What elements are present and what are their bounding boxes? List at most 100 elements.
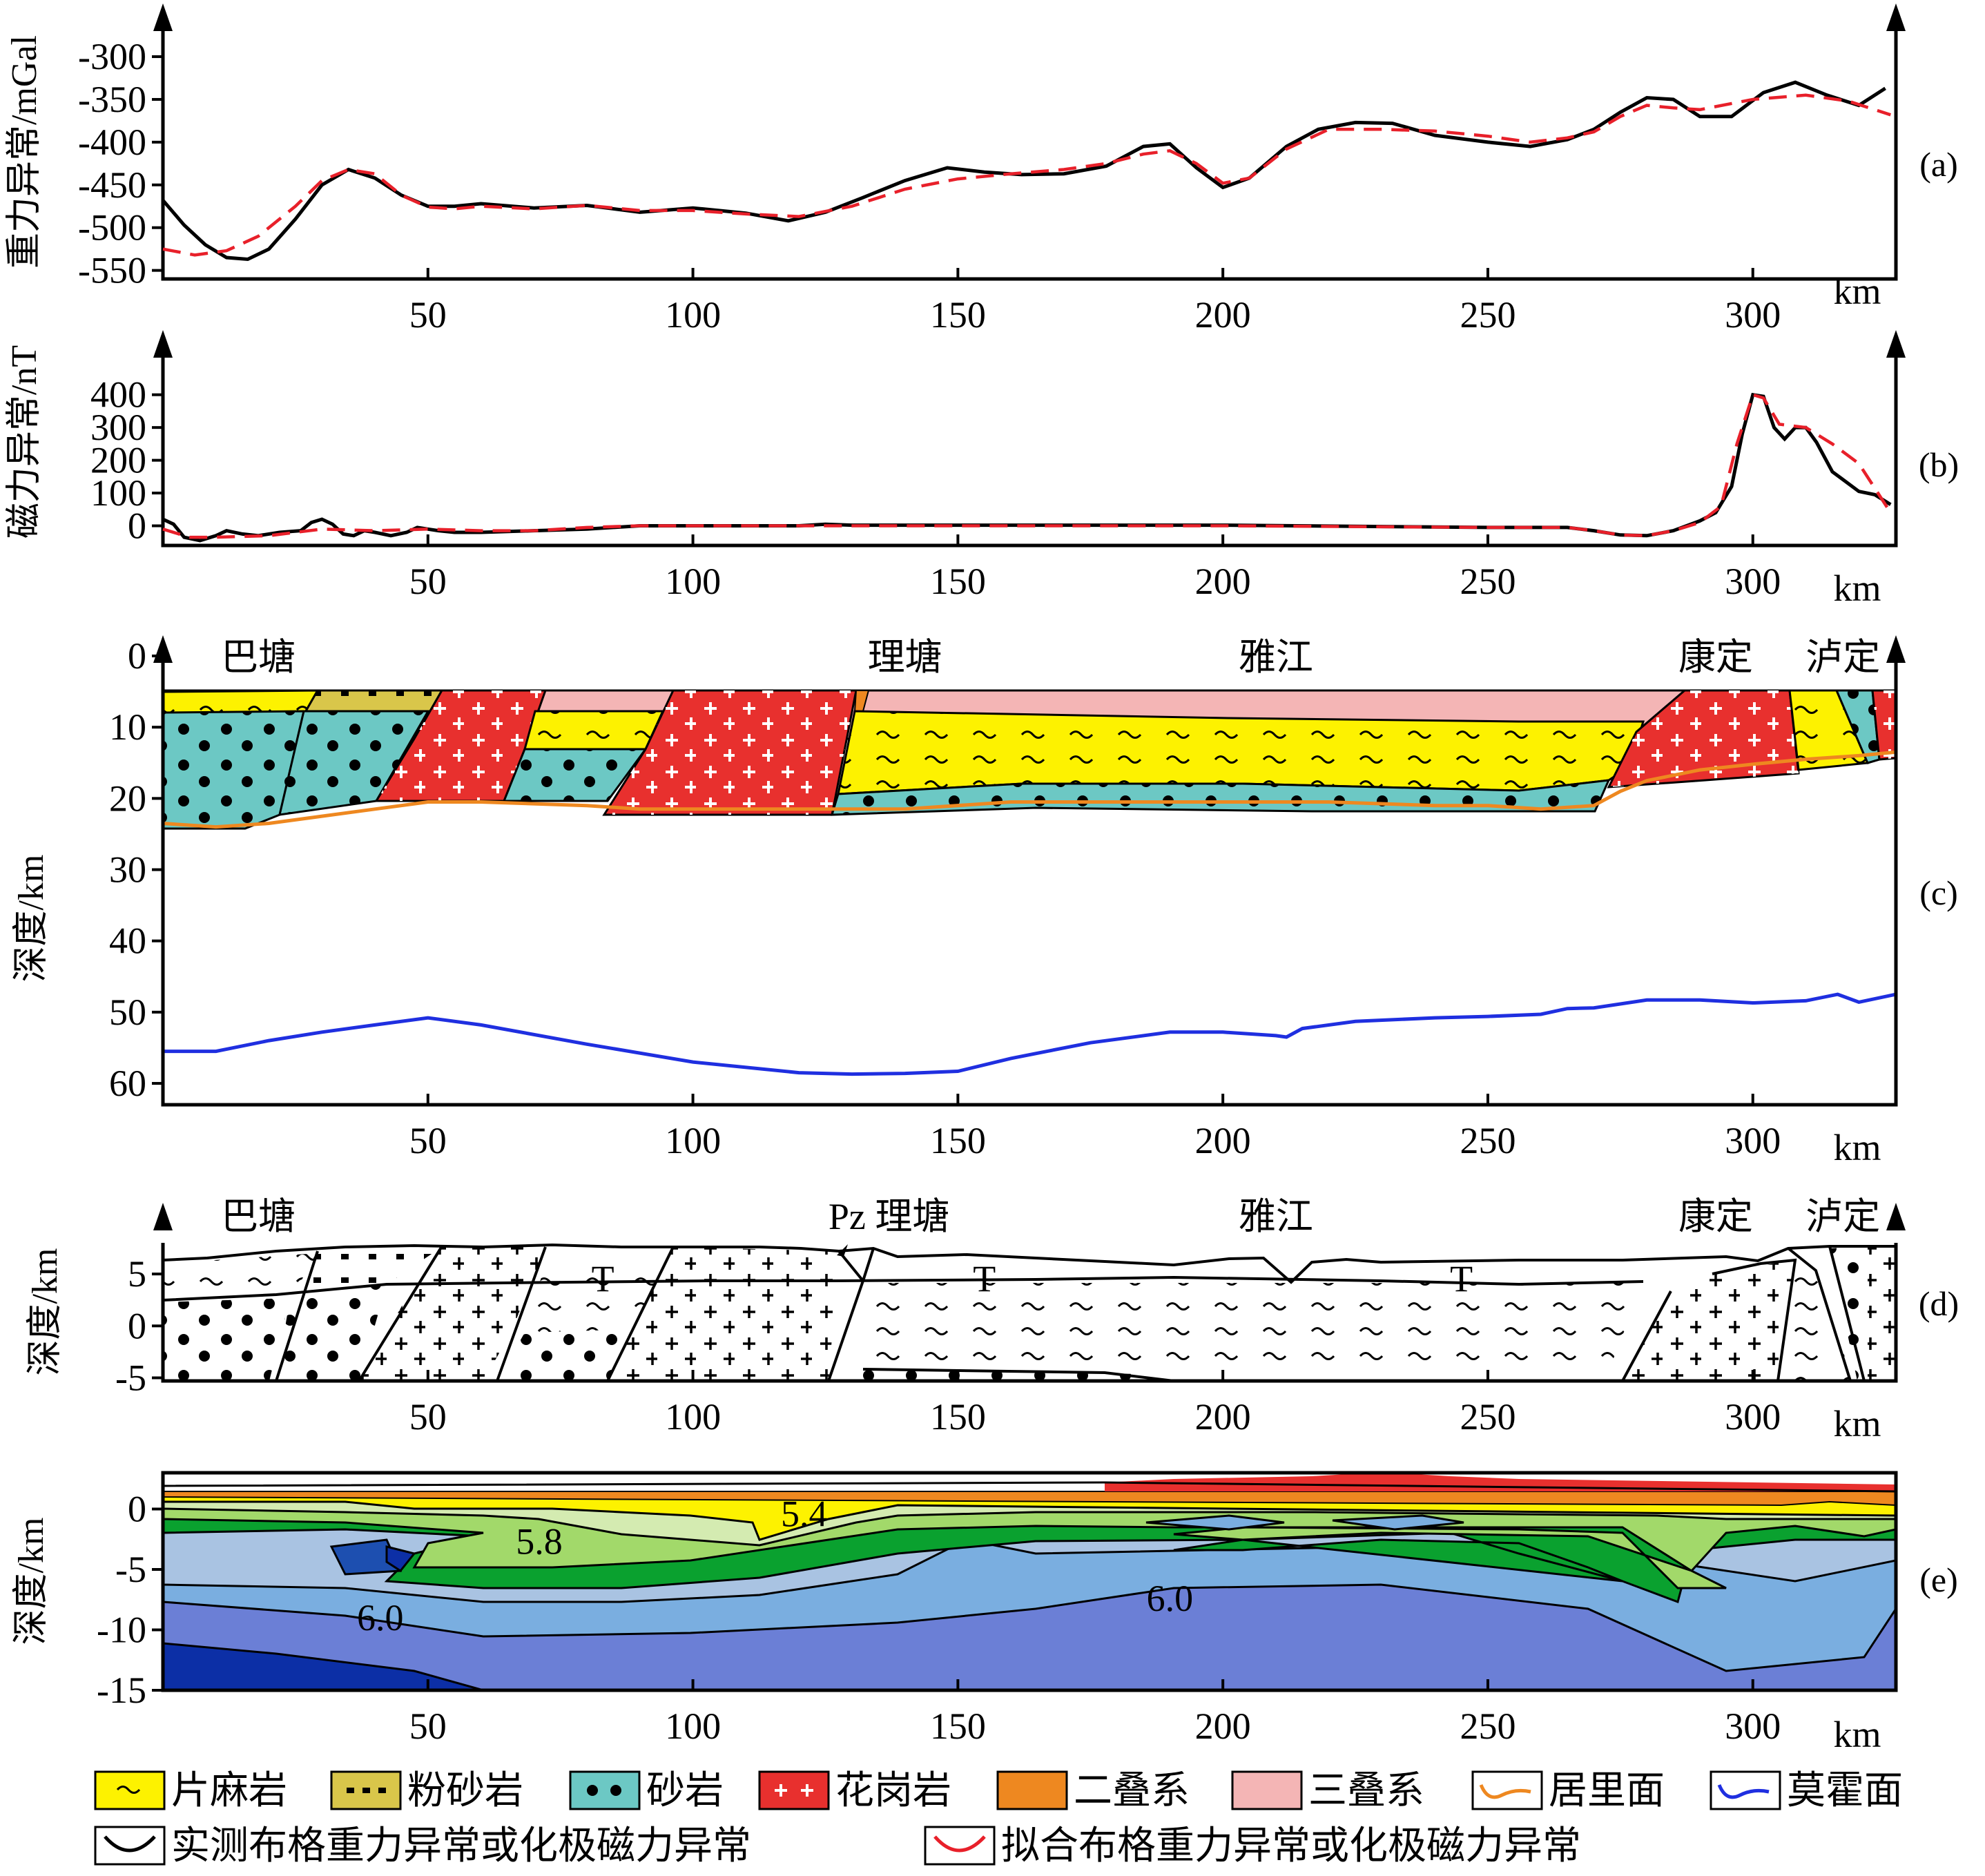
gneiss-unit-2-pattern — [523, 710, 665, 751]
velocity-top-contour — [163, 1481, 1896, 1493]
panel-a-label: (a) — [1919, 145, 1958, 184]
velocity-band-5-2 — [163, 1491, 1896, 1507]
y-tick-label: 200 — [90, 440, 146, 481]
legend-label-siltstone: 粉砂岩 — [407, 1770, 523, 1812]
sketch-gneiss-west — [163, 1253, 318, 1301]
sketch-granite-2 — [608, 1247, 839, 1381]
legend-fitted-line — [933, 1835, 986, 1853]
velocity-band-top-red — [1105, 1473, 1896, 1491]
sketch-granite-1 — [359, 1247, 545, 1381]
sandstone-unit-3-pattern — [502, 748, 648, 802]
sketch-siltstone — [290, 1247, 442, 1298]
pz-arrow-icon — [837, 1244, 848, 1257]
place-label: 泸定 — [1805, 637, 1880, 678]
legend-item-gneiss: 片麻岩 — [94, 1770, 287, 1812]
legend-label-moho: 莫霍面 — [1787, 1770, 1903, 1812]
panel-e-ylabel: 深度/km — [12, 1518, 51, 1645]
y-tick-label: -15 — [97, 1670, 146, 1711]
y-tick-label: 100 — [90, 472, 146, 514]
y-tick-label: -350 — [78, 79, 146, 120]
panel-b-label: (b) — [1919, 445, 1959, 484]
legend: 片麻岩 粉砂岩 砂岩 花岗岩 二叠系 三叠系 — [94, 1770, 1903, 1868]
x-tick-label: 50 — [409, 294, 447, 336]
x-tick-label: 300 — [1725, 1120, 1781, 1161]
sketch-sandstone-west — [163, 1298, 290, 1381]
sketch-sandstone-luding — [1830, 1246, 1868, 1381]
x-tick-label: 200 — [1195, 561, 1251, 602]
legend-item-granite: 花岗岩 — [758, 1770, 951, 1812]
panel-e-velocity-model — [163, 1473, 1896, 1690]
x-tick-label: 250 — [1460, 294, 1516, 336]
y-tick-label: -400 — [78, 122, 146, 163]
legend-label-sandstone: 砂岩 — [646, 1770, 724, 1812]
y-tick-label: -550 — [78, 250, 146, 291]
sketch-sandstone-2 — [276, 1284, 387, 1381]
legend-siltstone-dot — [362, 1788, 370, 1793]
panel-a-ticks: 50 100 150 200 250 300 -300-350-400-450-500-55… — [78, 36, 1781, 336]
y-tick-label: 5 — [128, 1253, 146, 1295]
place-label: Pz 理塘 — [829, 1196, 950, 1237]
x-tick-label: 250 — [1460, 561, 1516, 602]
panel-e-ticks: 50 100 150 200 250 300 0 -5 -10 -15 — [97, 1489, 1781, 1748]
velocity-band-5-4 — [163, 1493, 1896, 1541]
legend-label-permian: 二叠系 — [1074, 1770, 1190, 1812]
panel-c-place-labels: 巴塘 理塘 雅江 康定 泸定 — [221, 637, 1880, 678]
x-tick-label: 200 — [1195, 1120, 1251, 1161]
x-tick-label: 50 — [409, 561, 447, 602]
legend-swatch-fitted — [924, 1826, 996, 1866]
legend-siltstone-dot — [378, 1788, 386, 1793]
x-tick-label: 100 — [665, 561, 721, 602]
legend-swatch-sandstone — [569, 1770, 641, 1810]
place-label: 康定 — [1678, 637, 1753, 678]
y-tick-label: 300 — [90, 407, 146, 448]
legend-sandstone-dot — [587, 1785, 598, 1796]
x-tick-label: 50 — [409, 1396, 447, 1438]
legend-item-sandstone: 砂岩 — [569, 1770, 724, 1812]
gneiss-unit-main-pattern — [837, 710, 1645, 795]
x-tick-label: 200 — [1195, 1705, 1251, 1747]
y-tick-label: 400 — [90, 374, 146, 416]
place-label: 康定 — [1678, 1196, 1753, 1237]
x-tick-label: 150 — [930, 1120, 986, 1161]
x-tick-label: 300 — [1725, 294, 1781, 336]
place-label: 泸定 — [1805, 1196, 1880, 1237]
sketch-granite-east — [1868, 1246, 1896, 1381]
x-tick-label: 50 — [409, 1705, 447, 1747]
panel-a-arrow-icons — [153, 3, 1906, 31]
legend-label-fitted: 拟合布格重力异常或化极磁力异常 — [1001, 1825, 1581, 1868]
legend-moho-line — [1717, 1783, 1770, 1799]
x-tick-label: 250 — [1460, 1396, 1516, 1438]
granite-unit-east-pattern — [1872, 690, 1896, 760]
panel-e-contour-labels: 5.4 5.8 6.0 6.0 — [357, 1493, 1193, 1638]
panel-b-km-unit: km — [1833, 568, 1881, 609]
panel-a-km-unit: km — [1833, 271, 1881, 312]
x-tick-label: 300 — [1725, 1705, 1781, 1747]
place-label: 雅江 — [1239, 637, 1313, 678]
sketch-gneiss-luding — [1781, 1260, 1850, 1381]
legend-item-permian: 二叠系 — [996, 1770, 1190, 1812]
sketch-sandstone-3 — [497, 1329, 635, 1381]
moho-line — [163, 992, 1897, 1076]
x-tick-label: 300 — [1725, 1396, 1781, 1438]
panel-d-place-labels: 巴塘 Pz 理塘 雅江 康定 泸定 — [221, 1196, 1880, 1237]
y-tick-label: 50 — [109, 992, 146, 1033]
panel-a-frame — [161, 24, 1898, 281]
legend-item-observed: 实测布格重力异常或化极磁力异常 — [94, 1825, 751, 1868]
panel-e-km-unit: km — [1833, 1714, 1881, 1755]
legend-label-conrad: 居里面 — [1549, 1770, 1665, 1812]
x-tick-label: 100 — [665, 294, 721, 336]
unit-label: T — [973, 1258, 996, 1299]
y-tick-label: 40 — [109, 920, 146, 962]
panel-c-ticks: 50 100 150 200 250 300 0 10 20 30 40 50 60 — [109, 635, 1781, 1161]
panel-d-geologic-sketch — [163, 1243, 1896, 1381]
x-tick-label: 150 — [930, 294, 986, 336]
legend-label-granite: 花岗岩 — [835, 1770, 951, 1812]
panel-c-ylabel: 深度/km — [12, 855, 51, 983]
legend-label-observed: 实测布格重力异常或化极磁力异常 — [171, 1825, 751, 1868]
legend-item-moho: 莫霍面 — [1710, 1770, 1903, 1812]
x-tick-label: 200 — [1195, 1396, 1251, 1438]
